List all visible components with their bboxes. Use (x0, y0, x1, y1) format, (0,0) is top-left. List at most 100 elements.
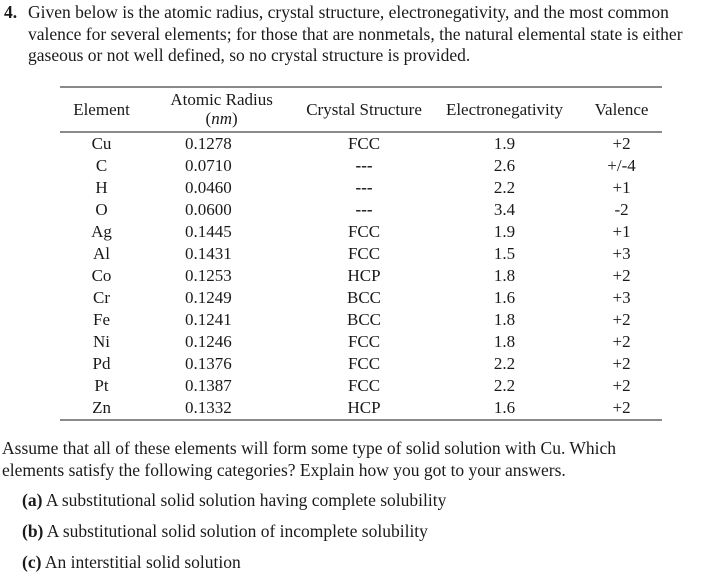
table-row: O 0.0600 --- 3.4 -2 (60, 199, 662, 221)
problem-intro: 4. Given below is the atomic radius, crys… (4, 2, 724, 67)
cell-electronegativity: 1.6 (493, 288, 516, 307)
cell-crystal: FCC (347, 222, 381, 241)
cell-valence: +2 (612, 332, 631, 351)
part-a: (a) A substitutional solid solution havi… (22, 489, 446, 520)
cell-element: Fe (93, 310, 111, 329)
cell-element: Pd (92, 354, 111, 373)
cell-valence: +1 (612, 178, 631, 197)
cell-radius: 0.1387 (185, 376, 232, 395)
part-label: (b) (22, 521, 44, 541)
cell-electronegativity: 3.4 (493, 200, 516, 219)
cell-valence: -2 (614, 200, 629, 219)
header-element: Element (60, 86, 144, 133)
question-parts: (a) A substitutional solid solution havi… (22, 489, 446, 582)
cell-electronegativity: 1.8 (493, 310, 516, 329)
cell-element: Al (93, 244, 111, 263)
cell-electronegativity: 2.6 (493, 156, 516, 175)
cell-crystal: FCC (347, 354, 381, 373)
cell-crystal: FCC (347, 244, 381, 263)
table-row: Cr 0.1249 BCC 1.6 +3 (60, 287, 662, 309)
cell-electronegativity: 2.2 (493, 354, 516, 373)
table-row: Zn 0.1332 HCP 1.6 +2 (60, 397, 662, 421)
cell-crystal: HCP (347, 266, 381, 285)
cell-element: Cu (91, 134, 112, 153)
part-text: An interstitial solid solution (41, 552, 241, 572)
table-row: C 0.0710 --- 2.6 +/-4 (60, 155, 662, 177)
header-valence: Valence (581, 86, 662, 133)
cell-crystal: BCC (347, 310, 382, 329)
part-c: (c) An interstitial solid solution (22, 551, 446, 582)
cell-crystal: FCC (347, 332, 381, 351)
cell-electronegativity: 1.6 (427, 397, 582, 421)
question-line-2: elements satisfy the following categorie… (2, 460, 566, 480)
element-properties-table: Element Atomic Radius (nm) Crystal Struc… (60, 86, 662, 421)
table-row: Co 0.1253 HCP 1.8 +2 (60, 265, 662, 287)
cell-electronegativity: 1.9 (493, 222, 516, 241)
cell-crystal: FCC (347, 134, 381, 153)
table-row: Ni 0.1246 FCC 1.8 +2 (60, 331, 662, 353)
radius-unit: nm (211, 109, 232, 128)
cell-radius: 0.1376 (185, 354, 232, 373)
cell-valence: +1 (612, 222, 631, 241)
cell-valence: +2 (612, 376, 631, 395)
cell-radius: 0.1241 (185, 310, 232, 329)
question-text: Assume that all of these elements will f… (2, 437, 726, 481)
part-b: (b) A substitutional solid solution of i… (22, 520, 446, 551)
header-electronegativity: Electronegativity (427, 86, 582, 133)
cell-valence: +2 (612, 354, 631, 373)
cell-radius: 0.0710 (185, 156, 232, 175)
cell-electronegativity: 1.5 (493, 244, 516, 263)
cell-valence: +3 (612, 288, 631, 307)
cell-valence: +2 (612, 310, 631, 329)
cell-radius: 0.1278 (185, 134, 232, 153)
cell-element: C (95, 156, 108, 175)
cell-crystal: --- (355, 156, 373, 175)
cell-radius: 0.0600 (185, 200, 232, 219)
cell-valence: +2 (612, 266, 631, 285)
cell-element: Zn (60, 397, 144, 421)
part-text: A substitutional solid solution having c… (42, 490, 447, 510)
cell-radius: 0.1253 (185, 266, 232, 285)
cell-valence: +/-4 (607, 156, 636, 175)
cell-electronegativity: 2.2 (493, 178, 516, 197)
cell-radius: 0.1246 (185, 332, 232, 351)
cell-crystal: HCP (300, 397, 428, 421)
cell-radius: 0.1445 (185, 222, 232, 241)
cell-element: Cr (93, 288, 111, 307)
cell-valence: +3 (612, 244, 631, 263)
cell-crystal: BCC (347, 288, 382, 307)
cell-element: O (95, 200, 108, 219)
part-text: A substitutional solid solution of incom… (43, 521, 428, 541)
cell-electronegativity: 2.2 (493, 376, 516, 395)
cell-valence: +2 (612, 134, 631, 153)
intro-line-3: gaseous or not well defined, so no cryst… (28, 45, 471, 65)
cell-radius: 0.1332 (143, 397, 301, 421)
cell-element: Pt (94, 376, 109, 395)
problem-number: 4. (4, 2, 18, 22)
intro-line-1: 4. Given below is the atomic radius, crys… (4, 2, 669, 22)
cell-valence: +2 (581, 397, 662, 421)
cell-element: Co (91, 266, 112, 285)
table-row: Pd 0.1376 FCC 2.2 +2 (60, 353, 662, 375)
cell-radius: 0.1431 (185, 244, 232, 263)
cell-radius: 0.0460 (185, 178, 232, 197)
header-atomic-radius: Atomic Radius (nm) (143, 86, 301, 133)
part-label: (a) (22, 490, 43, 510)
table-row: Cu 0.1278 FCC 1.9 +2 (60, 132, 662, 155)
intro-line-2: valence for several elements; for those … (28, 23, 683, 44)
cell-element: Ag (91, 222, 112, 241)
table-row: Al 0.1431 FCC 1.5 +3 (60, 243, 662, 265)
table-row: Fe 0.1241 BCC 1.8 +2 (60, 309, 662, 331)
table-row: Pt 0.1387 FCC 2.2 +2 (60, 375, 662, 397)
cell-element: Ni (93, 332, 111, 351)
cell-element: H (95, 178, 108, 197)
cell-electronegativity: 1.8 (493, 266, 516, 285)
cell-electronegativity: 1.8 (493, 332, 516, 351)
cell-electronegativity: 1.9 (493, 134, 516, 153)
cell-radius: 0.1249 (185, 288, 232, 307)
table-row: H 0.0460 --- 2.2 +1 (60, 177, 662, 199)
header-crystal-structure: Crystal Structure (300, 86, 428, 133)
cell-crystal: FCC (347, 376, 381, 395)
table-header-row: Element Atomic Radius (nm) Crystal Struc… (60, 86, 662, 133)
cell-crystal: --- (355, 178, 373, 197)
